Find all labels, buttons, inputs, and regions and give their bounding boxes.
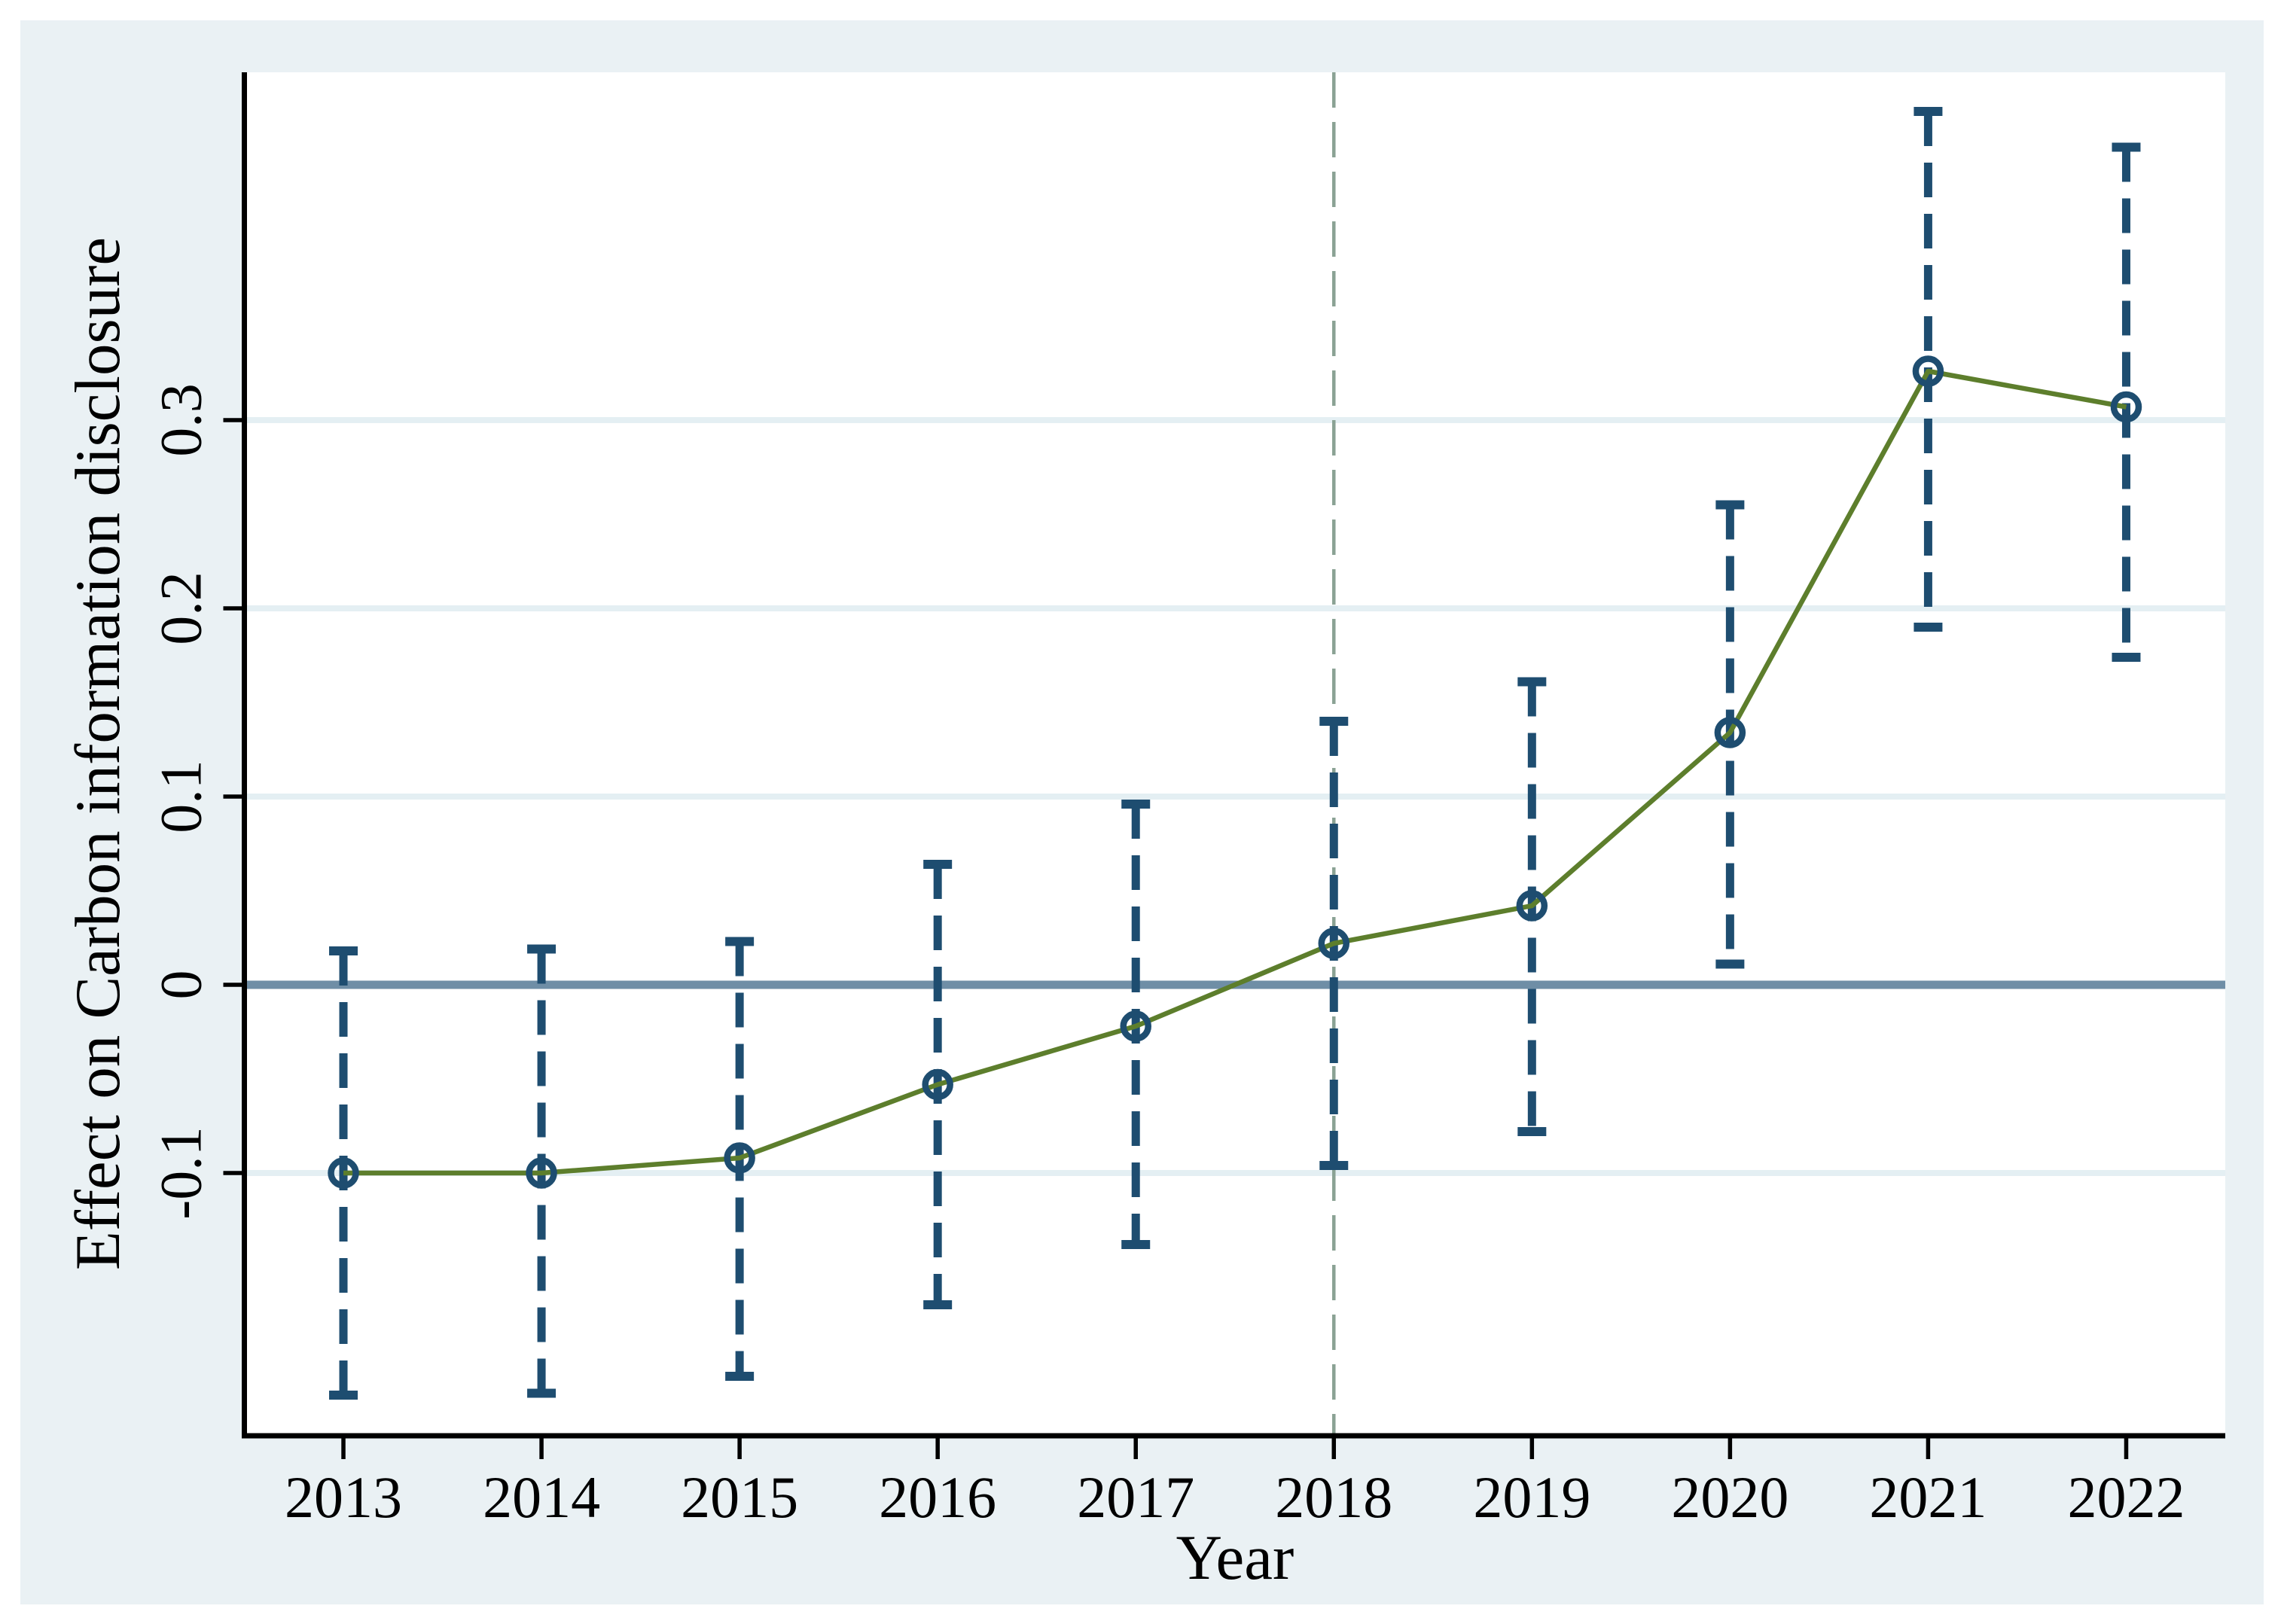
x-tick-label-2019: 2019: [1473, 1464, 1590, 1530]
x-tick-label-2021: 2021: [1869, 1464, 1987, 1530]
point-estimate-line: [343, 368, 2127, 1176]
x-tick-label-2013: 2013: [285, 1464, 402, 1530]
marker-2018: [1318, 928, 1350, 959]
y-axis-title: Effect on Carbon information disclosure: [63, 237, 133, 1270]
marker-2014: [526, 1157, 557, 1189]
chart-generated-layer: -0.1 0 0.1 0.2 0.3 2013 2014 2015 2016 2017 2018 20…: [148, 72, 2225, 1530]
y-tick-label-0.1: 0.1: [148, 760, 214, 833]
marker-2016: [922, 1068, 953, 1101]
plot-area: [244, 72, 2225, 1436]
y-tick-label--0.1: -0.1: [148, 1126, 214, 1219]
x-tick-label-2017: 2017: [1077, 1464, 1194, 1530]
x-tick-label-2022: 2022: [2067, 1464, 2185, 1530]
marker-2022: [2110, 391, 2142, 423]
y-tick-label-0: 0: [148, 970, 214, 1000]
x-axis-title: Year: [1176, 1522, 1294, 1593]
marker-2015: [724, 1142, 755, 1174]
x-tick-label-2014: 2014: [483, 1464, 600, 1530]
x-tick-label-2018: 2018: [1275, 1464, 1392, 1530]
x-tick-label-2020: 2020: [1671, 1464, 1788, 1530]
marker-2017: [1120, 1010, 1151, 1042]
x-tick-label-2016: 2016: [879, 1464, 996, 1530]
marker-2019: [1516, 890, 1548, 922]
x-tick-label-2015: 2015: [681, 1464, 798, 1530]
marker-2020: [1714, 717, 1746, 748]
y-tick-label-0.2: 0.2: [148, 571, 214, 645]
y-tick-label-0.3: 0.3: [148, 383, 214, 457]
marker-2021: [1912, 355, 1944, 387]
marker-2013: [328, 1157, 359, 1189]
